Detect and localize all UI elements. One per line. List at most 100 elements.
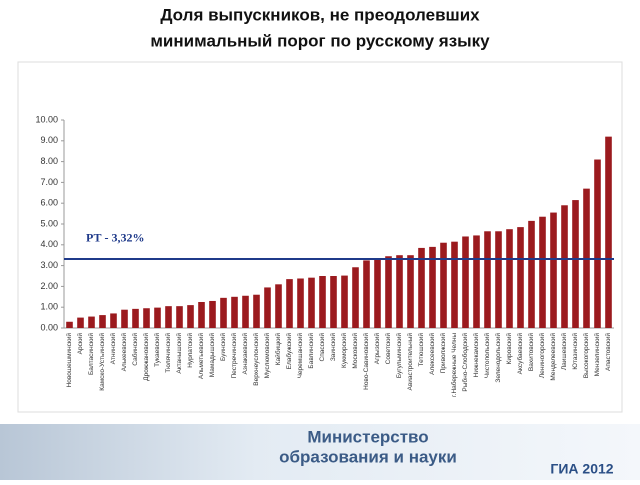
- x-tick-label: г.Набережные Челны: [450, 333, 458, 397]
- x-tick-label: Бавлинский: [307, 333, 315, 369]
- bar: [352, 267, 359, 328]
- y-tick-label: 7.00: [40, 177, 58, 187]
- bar: [209, 300, 216, 328]
- x-tick-label: Буинский: [219, 333, 227, 361]
- bar: [462, 236, 469, 328]
- bar: [528, 220, 535, 328]
- x-tick-label: Вахитовский: [527, 333, 535, 371]
- x-tick-label: Нижнекамский: [472, 333, 480, 378]
- bar: [440, 242, 447, 328]
- bar: [330, 276, 337, 328]
- x-tick-label: Бугульминский: [395, 333, 403, 378]
- bar: [418, 247, 425, 328]
- bar: [506, 229, 513, 328]
- x-tick-label: Черемшанский: [296, 333, 304, 379]
- bar: [77, 317, 84, 328]
- y-tick-label: 0.00: [40, 322, 58, 332]
- bar: [396, 255, 403, 328]
- bar: [143, 308, 150, 328]
- x-tick-label: Зеленодольский: [494, 333, 502, 383]
- x-tick-label: Лениногорский: [538, 333, 546, 378]
- bar: [605, 136, 612, 328]
- x-tick-label: Алексеевский: [428, 333, 436, 375]
- bar: [176, 306, 183, 328]
- y-tick-label: 5.00: [40, 218, 58, 228]
- x-tick-label: Апастовский: [604, 333, 612, 371]
- x-tick-label: Альметьевский: [197, 333, 205, 379]
- x-tick-label: Высокогорский: [582, 333, 590, 379]
- y-tick-label: 4.00: [40, 239, 58, 249]
- x-tick-label: Тукаевский: [153, 333, 161, 367]
- bar: [341, 275, 348, 328]
- x-tick-label: Мамадышский: [208, 333, 216, 378]
- bar: [275, 284, 282, 328]
- x-tick-label: Алькеевский: [120, 333, 128, 372]
- bar: [165, 306, 172, 328]
- bar: [88, 316, 95, 328]
- x-tick-label: Новошешминский: [65, 333, 73, 388]
- title-line: минимальный порог по русскому языку: [150, 31, 490, 50]
- x-tick-label: Арский: [76, 333, 84, 355]
- bar: [297, 278, 304, 328]
- x-tick-label: Дрожжановский: [142, 333, 150, 381]
- x-tick-label: Пестречинский: [230, 333, 238, 379]
- bar: [429, 246, 436, 328]
- bar: [110, 313, 117, 328]
- x-tick-label: Чистопольский: [483, 333, 491, 379]
- bar: [99, 315, 106, 328]
- bar: [407, 255, 414, 328]
- x-tick-label: Азнакаевский: [241, 333, 249, 375]
- x-tick-label: Верхнеуслонский: [252, 333, 260, 386]
- x-tick-label: Авиастроительный: [406, 333, 414, 391]
- bar: [495, 231, 502, 328]
- x-tick-label: Советский: [384, 333, 392, 365]
- bar: [374, 259, 381, 328]
- bar: [154, 307, 161, 328]
- x-tick-label: Рыбно-Слободский: [461, 333, 469, 392]
- x-tick-label: Менделеевский: [549, 333, 557, 381]
- bar: [66, 321, 73, 328]
- y-tick-label: 8.00: [40, 156, 58, 166]
- bar: [517, 227, 524, 328]
- x-tick-label: Ново-Савиновский: [362, 333, 370, 390]
- x-tick-label: Муслюмовский: [263, 333, 271, 379]
- reference-label: РТ - 3,32%: [86, 231, 144, 245]
- bar: [572, 200, 579, 328]
- x-tick-label: Тетюшский: [417, 333, 425, 367]
- bar: [451, 241, 458, 328]
- y-tick-label: 1.00: [40, 302, 58, 312]
- ministry: образования и науки: [279, 447, 457, 466]
- x-tick-label: Тюлячинский: [164, 333, 172, 373]
- x-tick-label: Аксубаевский: [516, 333, 524, 375]
- bar: [121, 309, 128, 328]
- footer-band: [0, 424, 640, 480]
- bar: [198, 302, 205, 328]
- x-tick-label: Камско-Устьинский: [98, 333, 106, 391]
- bar: [594, 159, 601, 328]
- x-tick-label: Приволжский: [439, 333, 447, 374]
- x-tick-label: Нурлатский: [186, 333, 194, 368]
- bar: [253, 294, 260, 328]
- x-tick-label: Кировский: [505, 333, 513, 365]
- bar: [286, 279, 293, 328]
- x-tick-label: Мензелинский: [593, 333, 601, 377]
- y-tick-label: 2.00: [40, 281, 58, 291]
- bar: [561, 205, 568, 328]
- ministry: Министерство: [307, 427, 428, 446]
- x-tick-label: Московский: [351, 333, 359, 369]
- bar: [264, 287, 271, 328]
- x-tick-label: Спасский: [318, 333, 326, 362]
- bar: [550, 212, 557, 328]
- x-tick-label: Актанышский: [175, 333, 183, 374]
- x-tick-label: Заинский: [329, 333, 337, 361]
- y-tick-label: 6.00: [40, 198, 58, 208]
- x-tick-label: Ютазинский: [571, 333, 579, 370]
- title-line: Доля выпускников, не преодолевших: [160, 5, 480, 24]
- y-tick-label: 10.00: [35, 114, 58, 124]
- y-tick-label: 3.00: [40, 260, 58, 270]
- bar: [319, 276, 326, 328]
- x-tick-label: Сабинский: [131, 333, 139, 366]
- x-tick-label: Агрызский: [373, 333, 381, 365]
